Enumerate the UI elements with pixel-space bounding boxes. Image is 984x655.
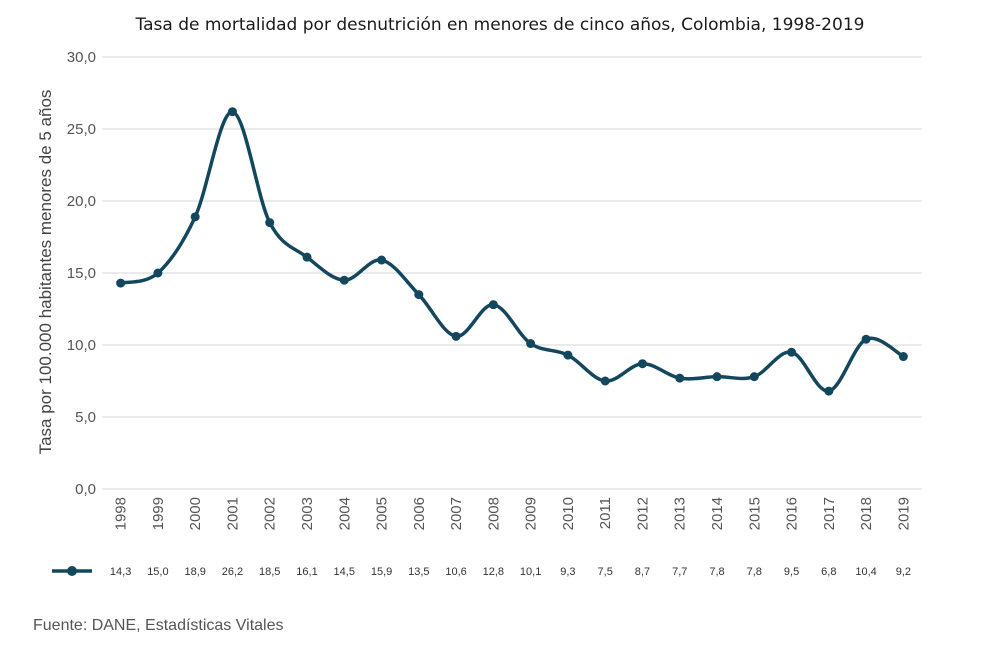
x-tick-label: 1999 [150, 497, 167, 530]
x-tick-label: 2004 [336, 497, 353, 530]
gridlines [102, 56, 922, 490]
chart-title: Tasa de mortalidad por desnutrición en m… [135, 15, 865, 35]
source-note: Fuente: DANE, Estadísticas Vitales [33, 617, 283, 634]
y-tick-label: 10,0 [67, 337, 96, 354]
x-tick-label: 2003 [299, 497, 316, 530]
data-table-value: 7,7 [672, 566, 687, 578]
x-tick-label: 2001 [224, 497, 241, 530]
legend-point-marker [67, 566, 77, 576]
y-tick-label: 15,0 [67, 265, 96, 282]
data-table-value: 9,3 [560, 566, 575, 578]
series-line [116, 107, 908, 396]
data-table-value: 26,2 [222, 566, 243, 578]
data-table-value: 14,3 [110, 566, 131, 578]
data-point [451, 331, 461, 341]
y-tick-label: 0,0 [75, 481, 96, 498]
x-tick-label: 2008 [485, 497, 502, 530]
data-table-value: 12,8 [483, 566, 504, 578]
data-point [600, 376, 610, 386]
data-point [749, 372, 759, 382]
x-tick-label: 2002 [262, 497, 279, 530]
data-point [302, 252, 312, 262]
data-table-value: 6,8 [821, 566, 836, 578]
data-point [637, 359, 647, 369]
data-table-value: 15,0 [147, 566, 168, 578]
data-table-value: 18,9 [184, 566, 205, 578]
y-tick-label: 20,0 [67, 193, 96, 210]
data-table-value: 8,7 [635, 566, 650, 578]
data-table-value: 9,5 [784, 566, 799, 578]
data-point [787, 347, 797, 357]
y-tick-label: 25,0 [67, 121, 96, 138]
x-tick-label: 2014 [709, 497, 726, 530]
x-tick-label: 2011 [597, 497, 614, 529]
x-tick-label: 2009 [523, 497, 540, 530]
x-tick-label: 2012 [634, 497, 651, 530]
data-point [488, 300, 498, 310]
data-point [153, 268, 163, 278]
data-point [526, 339, 536, 349]
data-table: 14,3 15,0 18,9 26,2 18,5 16,1 14,5 15,9 13,5 10,6… [52, 566, 911, 578]
data-point [824, 386, 834, 396]
data-point [898, 352, 908, 362]
x-tick-label: 1998 [113, 497, 130, 530]
data-table-value: 13,5 [408, 566, 429, 578]
data-table-value: 7,5 [598, 566, 613, 578]
data-point [377, 255, 387, 265]
x-tick-label: 2018 [858, 497, 875, 530]
x-tick-label: 2010 [560, 497, 577, 530]
data-point [675, 373, 685, 383]
x-tick-label: 2000 [187, 497, 204, 530]
data-table-value: 16,1 [296, 566, 317, 578]
x-tick-label: 2017 [821, 497, 838, 530]
y-axis-label: Tasa por 100.000 habitantes menores de 5… [36, 90, 55, 455]
x-axis-ticks: 1998 1999 2000 2001 2002 2003 2004 2005 2006 2007… [113, 497, 913, 530]
data-table-value: 15,9 [371, 566, 392, 578]
data-table-value: 7,8 [747, 566, 762, 578]
data-table-value: 10,1 [520, 566, 541, 578]
x-tick-label: 2005 [374, 497, 391, 530]
data-point [861, 334, 871, 344]
series-line-path [118, 109, 906, 393]
data-table-value: 9,2 [896, 566, 911, 578]
data-table-value: 10,4 [855, 566, 876, 578]
x-tick-label: 2016 [784, 497, 801, 530]
data-table-value: 18,5 [259, 566, 280, 578]
x-tick-label: 2007 [448, 497, 465, 530]
data-point [563, 350, 573, 360]
data-point [339, 275, 349, 285]
data-table-value: 7,8 [709, 566, 724, 578]
x-tick-label: 2019 [895, 497, 912, 530]
y-tick-label: 30,0 [67, 49, 96, 66]
data-point [116, 278, 126, 288]
data-point [265, 218, 275, 228]
x-tick-label: 2013 [672, 497, 689, 530]
data-point [190, 212, 200, 222]
data-point [712, 372, 722, 382]
x-tick-label: 2015 [746, 497, 763, 530]
data-table-value: 14,5 [334, 566, 355, 578]
x-tick-label: 2006 [411, 497, 428, 530]
y-axis-ticks: 0,0 5,0 10,0 15,0 20,0 25,0 30,0 [67, 49, 96, 498]
data-point [227, 107, 237, 117]
data-point [414, 290, 424, 300]
y-tick-label: 5,0 [75, 409, 96, 426]
data-table-value: 10,6 [445, 566, 466, 578]
